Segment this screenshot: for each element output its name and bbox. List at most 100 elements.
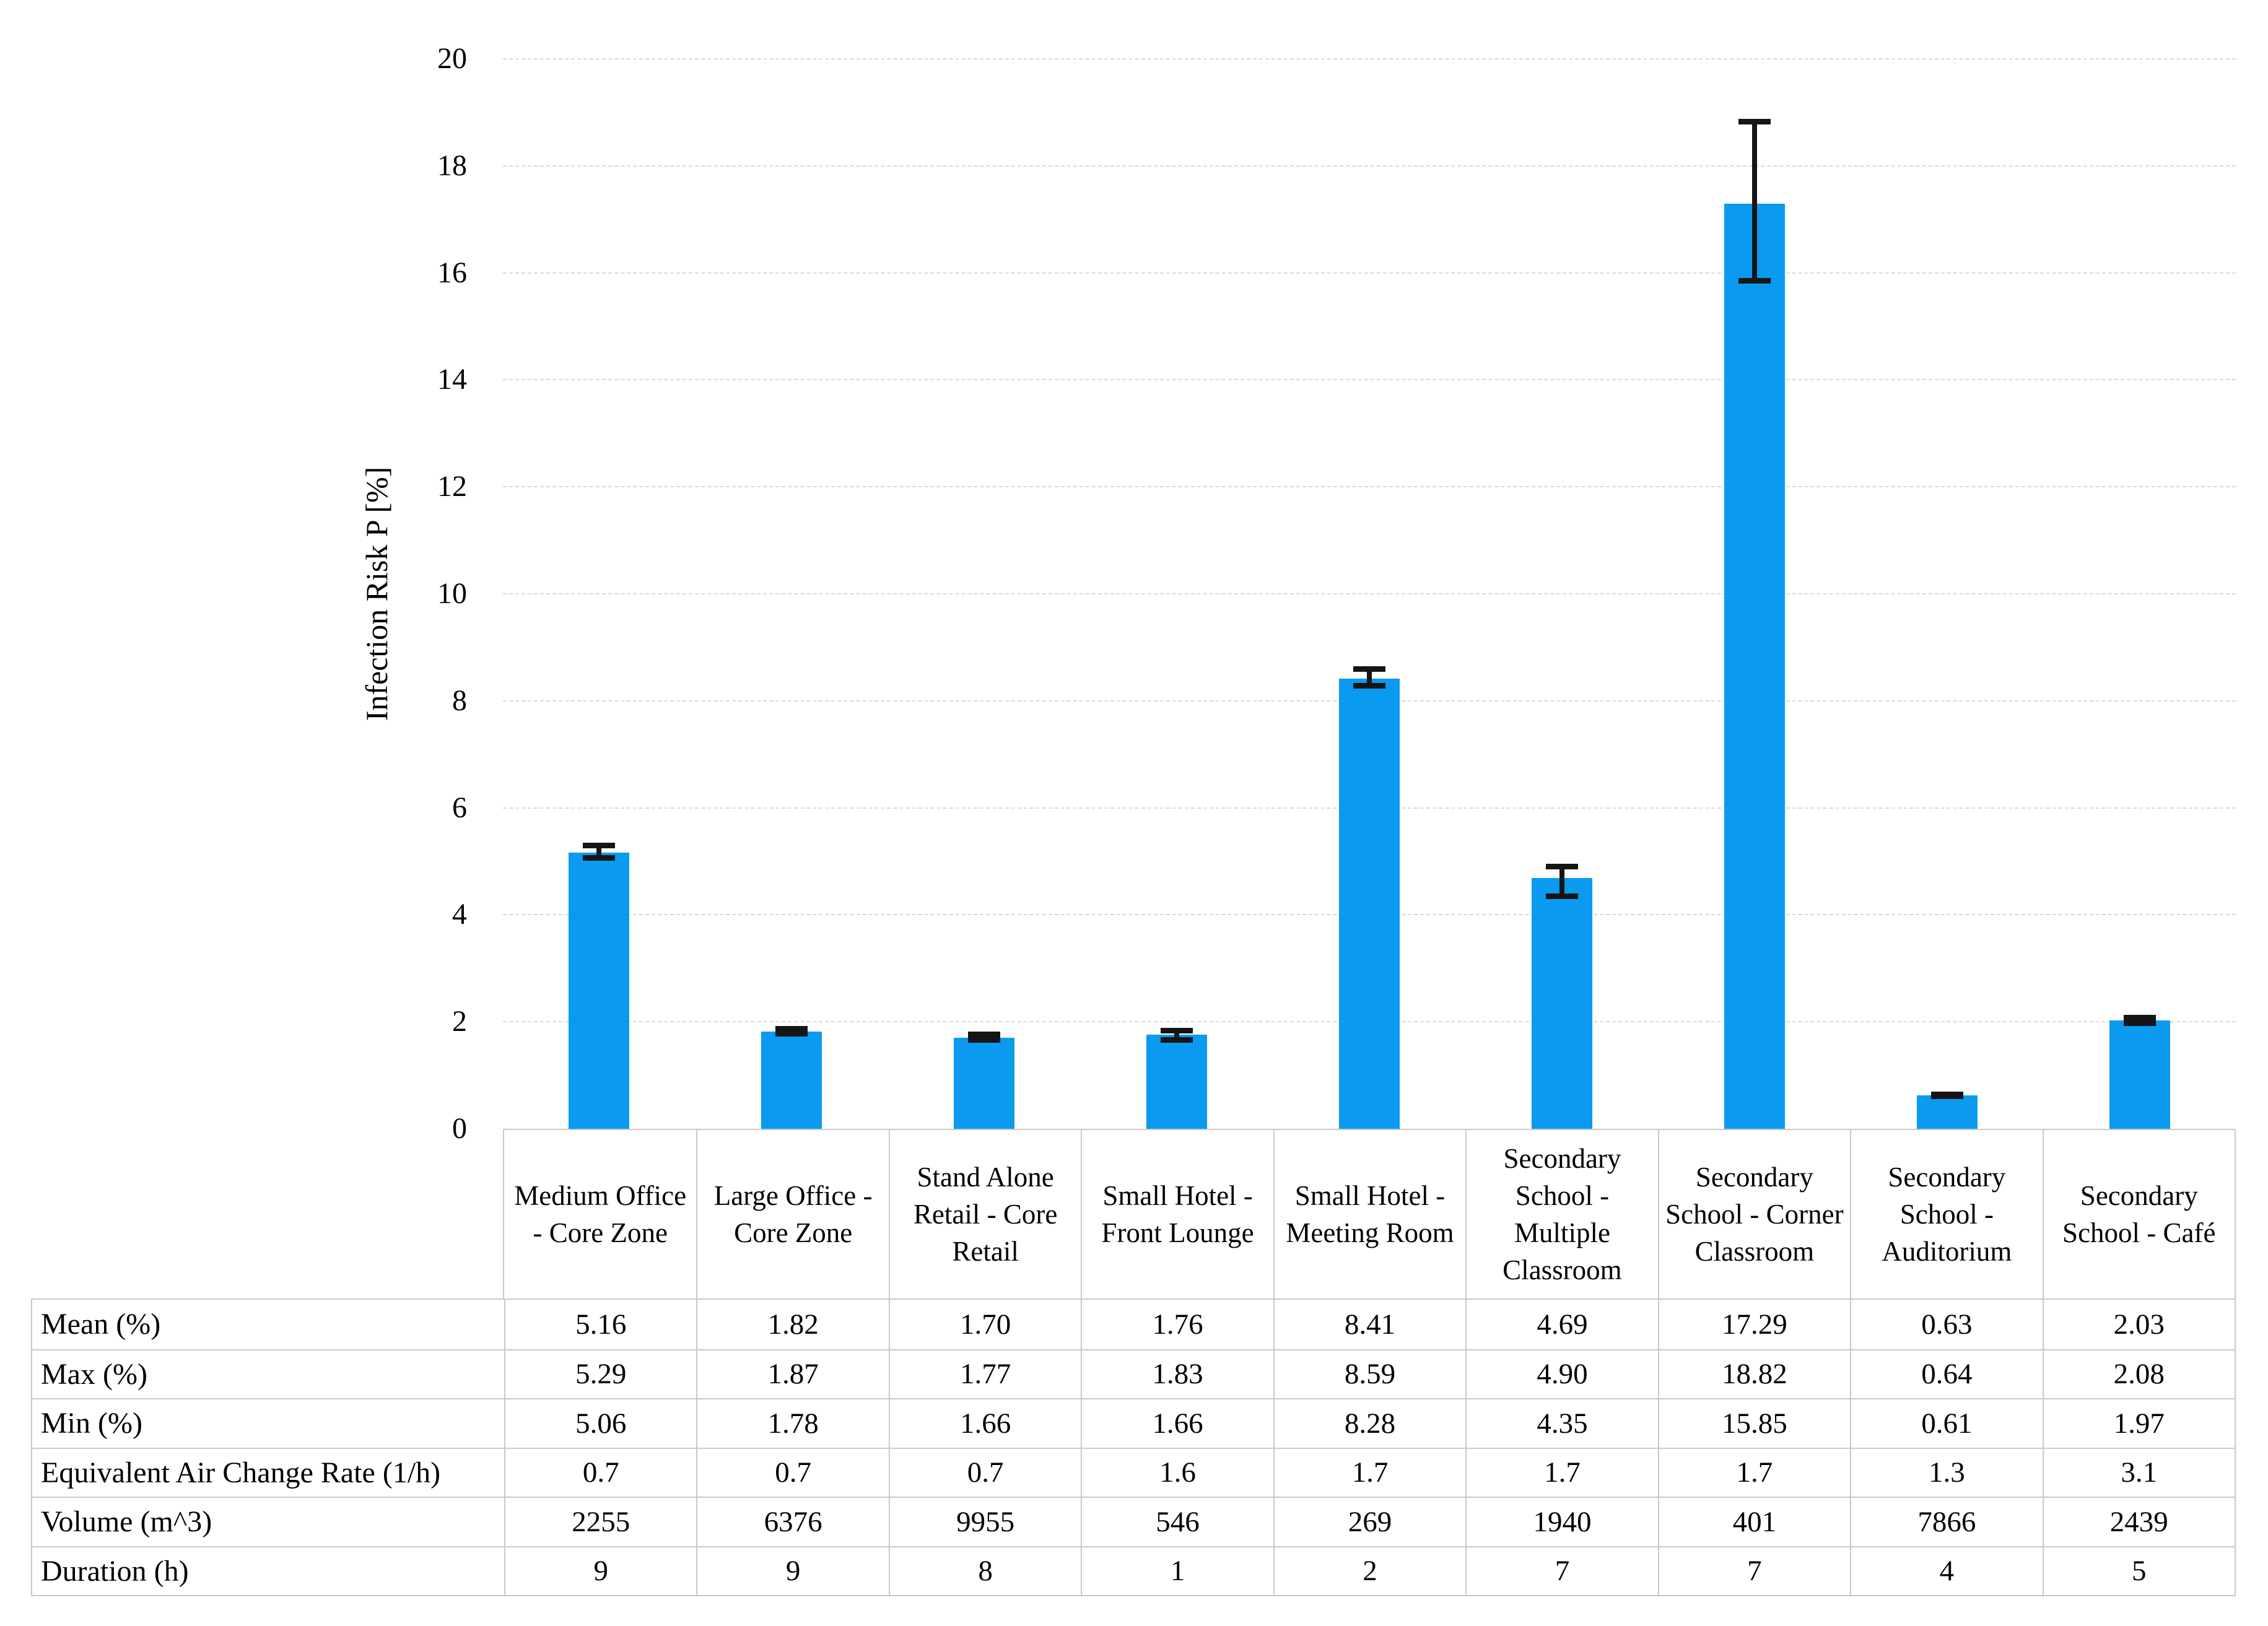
y-tick-label-4: 4 [452,898,467,931]
category-label-1: Medium Office - Core Zone [514,1180,687,1248]
table-value-cell: 2255 [504,1497,697,1546]
row-label: Duration (h) [32,1546,504,1596]
table-value-cell: 1.78 [696,1398,889,1448]
table-value-cell: 1.7 [1657,1447,1851,1497]
table-value-cell: 7866 [1850,1497,2043,1546]
error-cap-max-9 [2123,1014,2156,1020]
category-label-4: Small Hotel - Front Lounge [1081,1130,1273,1298]
table-value-cell: 4 [1850,1546,2043,1595]
table-value-cell: 4.35 [1465,1398,1658,1448]
error-cap-max-3 [968,1031,1001,1037]
table-value-cell: 1 [1081,1546,1273,1595]
error-cap-min-8 [1930,1093,1963,1099]
table-value-cell: 0.61 [1850,1398,2043,1448]
y-tick-label-10: 10 [437,577,467,610]
table-value-cell: 1.7 [1273,1447,1466,1497]
table-value-cell: 0.64 [1850,1349,2043,1398]
error-cap-max-2 [775,1025,808,1032]
gridline-10 [503,593,2236,594]
category-label-8: Secondary School - Auditorium [1850,1130,2042,1298]
table-value-cell: 401 [1657,1497,1851,1546]
y-tick-label-20: 20 [437,42,467,75]
error-cap-min-5 [1353,683,1385,689]
error-cap-max-5 [1353,666,1385,672]
error-cap-min-1 [583,855,616,861]
error-cap-min-9 [2123,1020,2156,1027]
table-value-cell: 9 [504,1546,697,1595]
error-bar-line-3 [982,1034,987,1040]
category-label-2: Large Office - Core Zone [696,1130,888,1298]
error-bar-line-9 [2137,1017,2142,1024]
table-value-cell: 269 [1273,1497,1466,1546]
row-label: Mean (%) [41,1308,161,1341]
table-value-cell: 1.7 [1465,1447,1658,1497]
bar-3 [954,1038,1015,1129]
y-tick-label-18: 18 [437,149,467,182]
row-label: Max (%) [32,1349,504,1399]
error-bar-line-1 [596,845,602,858]
error-cap-max-6 [1545,864,1578,870]
table-value-cell: 5 [2042,1546,2235,1595]
table-value-cell: 8.41 [1273,1300,1465,1349]
table-value-cell: 9 [696,1546,889,1595]
bar-5 [1339,679,1400,1129]
bar-6 [1531,877,1592,1129]
gridline-16 [503,272,2236,274]
gridline-14 [503,379,2236,381]
y-tick-label-8: 8 [452,684,467,717]
table-value-cell: 1940 [1465,1497,1658,1546]
bar-1 [569,853,630,1129]
error-cap-min-3 [968,1037,1001,1043]
table-value-cell: 1.87 [696,1349,889,1398]
data-table: Mean (%) 5.16 1.82 1.70 1.76 8.41 4.69 17.29 0.6… [31,1298,2236,1596]
category-label-5: Small Hotel - Meeting Room [1273,1130,1465,1298]
table-value-cell: 8.59 [1273,1349,1466,1398]
category-header-row: Medium Office - Core Zone Large Office - … [503,1129,2236,1300]
bar-9 [2109,1020,2170,1129]
error-bar-line-6 [1559,866,1564,897]
table-value-cell: 0.63 [1850,1300,2042,1349]
y-tick-label-14: 14 [437,363,467,396]
table-value-cell: 7 [1465,1546,1658,1595]
error-cap-min-4 [1161,1037,1193,1043]
error-bar-line-7 [1751,121,1757,281]
table-value-cell: 5.16 [504,1300,696,1349]
y-tick-label-0: 0 [452,1112,467,1145]
gridline-18 [503,165,2236,167]
bar-7 [1724,204,1785,1129]
table-value-cell: 1.66 [888,1398,1081,1448]
table-value-cell: 1.6 [1081,1447,1273,1497]
table-value-cell: 1.82 [696,1300,888,1349]
gridline-12 [503,486,2236,488]
table-value-cell: 5.29 [504,1349,697,1398]
table-value-cell: 17.29 [1657,1300,1850,1349]
table-value-cell: 1.70 [888,1300,1081,1349]
y-tick-label-6: 6 [452,791,467,824]
table-value-cell: 0.7 [696,1447,889,1497]
table-value-cell: 15.85 [1657,1398,1851,1448]
table-value-cell: 2 [1273,1546,1466,1595]
table-value-cell: 4.90 [1465,1349,1658,1398]
table-value-cell: 1.66 [1081,1398,1273,1448]
error-cap-min-7 [1738,278,1771,284]
table-value-cell: 0.7 [504,1447,697,1497]
error-cap-min-6 [1545,893,1578,899]
error-cap-max-1 [583,843,616,849]
y-tick-label-2: 2 [452,1005,467,1038]
table-value-cell: 2.03 [2042,1300,2235,1349]
bar-2 [761,1031,822,1129]
table-value-cell: 1.76 [1081,1300,1273,1349]
table-value-cell: 8.28 [1273,1398,1466,1448]
bar-8 [1916,1095,1978,1129]
bar-4 [1146,1034,1208,1129]
category-label-3: Stand Alone Retail - Core Retail [888,1130,1081,1298]
table-value-cell: 2.08 [2042,1349,2235,1398]
table-value-cell: 0.7 [888,1447,1081,1497]
row-label: Min (%) [32,1398,504,1448]
error-cap-min-2 [775,1030,808,1037]
error-bar-line-4 [1174,1030,1180,1040]
table-value-cell: 7 [1657,1546,1851,1595]
table-value-cell: 9955 [888,1497,1081,1546]
row-label: Volume (m^3) [32,1497,504,1546]
